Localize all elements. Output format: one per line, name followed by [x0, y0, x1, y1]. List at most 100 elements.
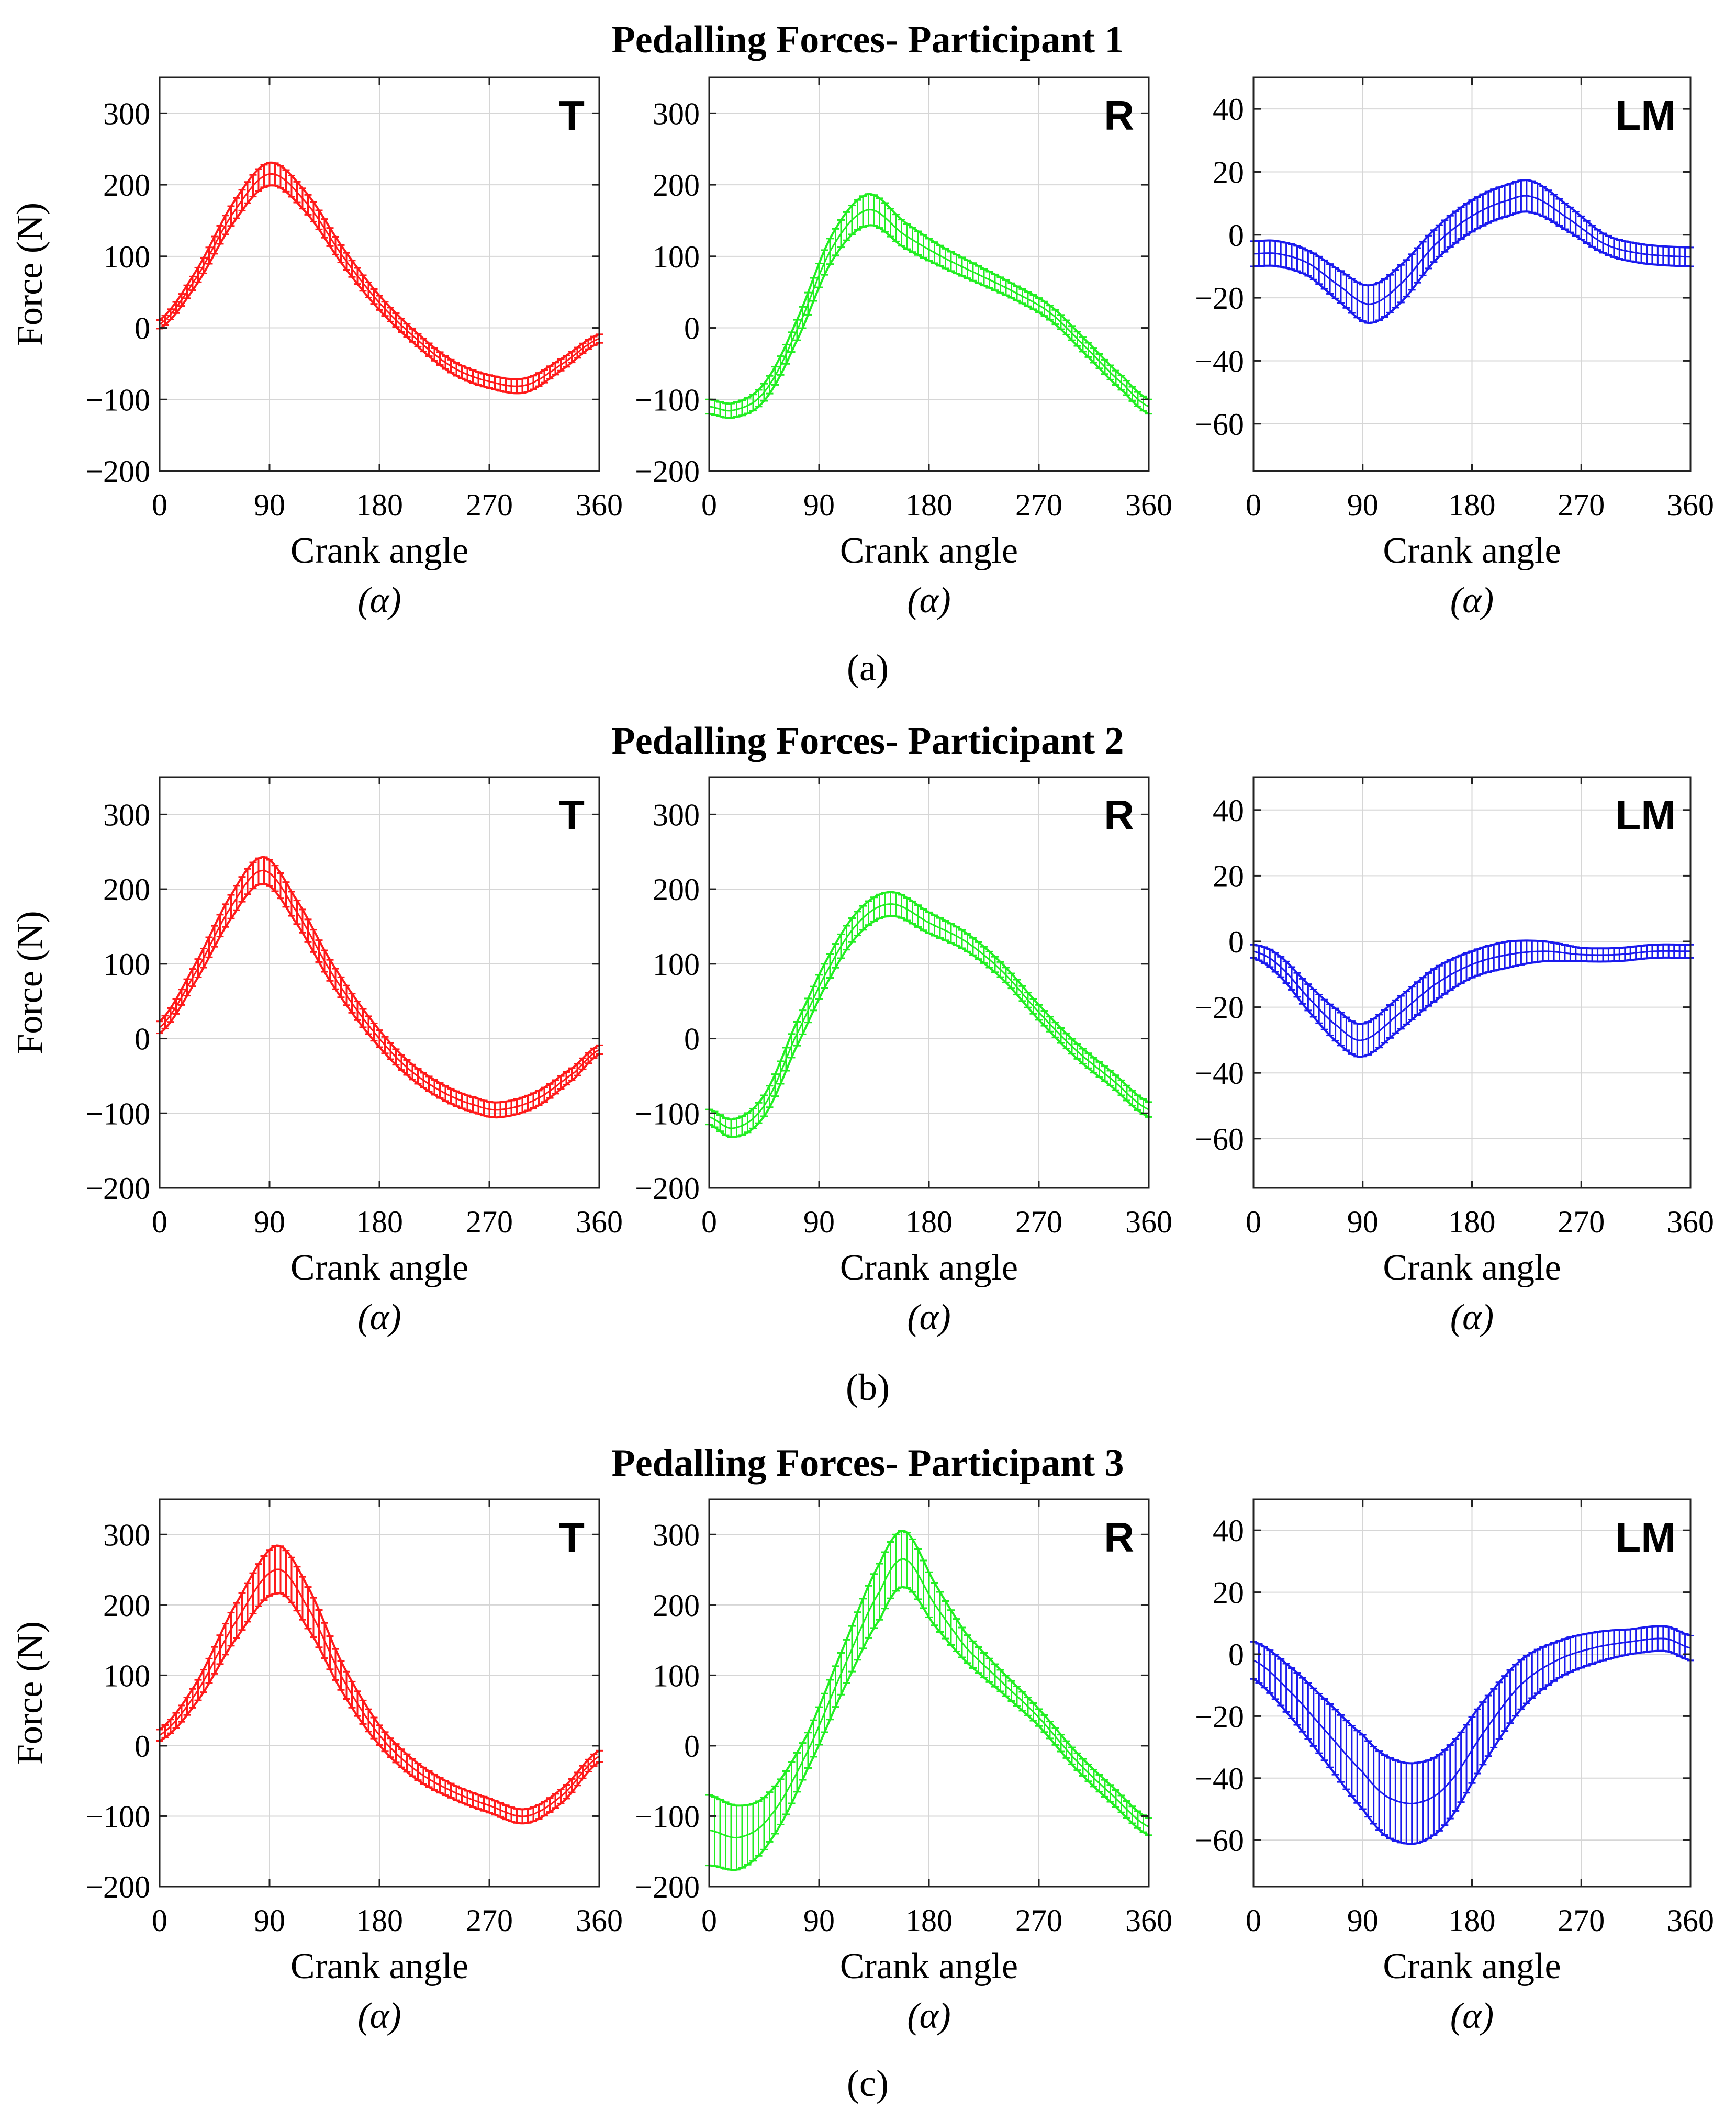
y-tick-label: 300: [653, 1518, 700, 1552]
upper-bound-line: [159, 856, 600, 1104]
y-tick-label: −20: [1195, 991, 1244, 1025]
mean-line: [709, 209, 1149, 412]
lower-bound-line: [159, 882, 600, 1119]
x-tick-label: 0: [1246, 488, 1261, 522]
figure-caption: (b): [846, 1366, 890, 1408]
mean-line: [1253, 1637, 1691, 1804]
x-tick-label: 90: [803, 1205, 835, 1239]
y-tick-label: −100: [635, 1096, 700, 1131]
y-tick-label: −60: [1195, 1823, 1244, 1858]
y-tick-label: 100: [103, 947, 150, 982]
y-tick-label: 40: [1213, 92, 1244, 127]
y-tick-label: −20: [1195, 281, 1244, 316]
x-tick-label: 360: [576, 1903, 623, 1938]
x-axis-sublabel: (α): [907, 1996, 950, 2036]
y-tick-label: 0: [1228, 218, 1244, 253]
y-tick-label: −20: [1195, 1699, 1244, 1734]
chart-title: Pedalling Forces- Participant 1: [612, 18, 1124, 61]
x-tick-label: 0: [701, 1205, 717, 1239]
y-tick-label: 200: [103, 872, 150, 907]
x-tick-label: 0: [152, 1205, 167, 1239]
panel-r: 0 90 180 270 360 −200 −100 0 100 200 300 Crank angl…: [635, 76, 1172, 621]
upper-bound-line: [1253, 939, 1690, 1025]
lower-bound-line: [159, 184, 600, 395]
x-axis-sublabel: (α): [357, 580, 401, 621]
panel-tag: R: [1104, 1514, 1134, 1561]
y-tick-label: 0: [135, 1729, 150, 1764]
lower-bound-line: [1253, 956, 1690, 1058]
x-axis-sublabel: (α): [1450, 1996, 1494, 2036]
x-axis-label: Crank angle: [840, 1946, 1018, 1987]
figure-caption: (c): [847, 2062, 889, 2104]
panel-tag: LM: [1615, 792, 1676, 838]
x-tick-label: 270: [1015, 1903, 1062, 1938]
x-tick-label: 180: [1449, 1205, 1496, 1239]
x-axis-sublabel: (α): [1450, 580, 1494, 621]
x-tick-label: 90: [1347, 1205, 1379, 1239]
x-tick-label: 90: [1347, 1903, 1379, 1938]
y-tick-label: 200: [103, 168, 150, 203]
x-tick-label: 0: [152, 1903, 167, 1938]
y-tick-label: −200: [635, 1171, 700, 1206]
x-tick-label: 0: [152, 488, 167, 522]
x-axis-label: Crank angle: [1383, 1248, 1561, 1288]
mean-line: [1253, 195, 1691, 305]
participant-3-figure: Pedalling Forces- Participant 3 (c) 0 90 180…: [10, 1442, 1714, 2104]
mean-line: [709, 903, 1149, 1129]
y-tick-label: 300: [103, 798, 150, 832]
y-tick-label: −40: [1195, 1761, 1244, 1796]
y-tick-label: −40: [1195, 1056, 1244, 1091]
x-axis-label: Crank angle: [290, 1248, 468, 1288]
upper-bound-line: [1253, 178, 1691, 287]
x-tick-label: 270: [1558, 1205, 1605, 1239]
lower-bound-line: [709, 224, 1149, 419]
x-tick-label: 270: [1015, 1205, 1062, 1239]
y-axis-label: Force (N): [10, 1621, 50, 1765]
y-tick-label: 0: [1228, 1637, 1244, 1672]
x-tick-label: 180: [356, 1205, 403, 1239]
y-tick-label: 20: [1213, 155, 1244, 189]
y-tick-label: −100: [85, 1799, 150, 1834]
lower-bound-line: [709, 1586, 1149, 1871]
y-tick-label: 200: [653, 1588, 700, 1623]
x-tick-label: 360: [1125, 1205, 1172, 1239]
y-tick-label: −100: [635, 383, 700, 417]
y-tick-label: 300: [653, 798, 700, 832]
lower-bound-line: [1253, 210, 1691, 324]
x-tick-label: 90: [254, 488, 285, 522]
x-tick-label: 270: [466, 488, 513, 522]
x-tick-label: 180: [356, 1903, 403, 1938]
x-axis-sublabel: (α): [357, 1297, 401, 1338]
x-tick-label: 270: [466, 1205, 513, 1239]
y-tick-label: −60: [1195, 1122, 1244, 1157]
lower-bound-line: [709, 915, 1149, 1139]
x-tick-label: 180: [905, 1903, 953, 1938]
upper-bound-line: [159, 1544, 600, 1811]
y-tick-label: −200: [85, 1870, 150, 1904]
x-tick-label: 360: [576, 1205, 623, 1239]
x-tick-label: 90: [254, 1205, 285, 1239]
y-tick-label: −100: [85, 1096, 150, 1131]
x-tick-label: 270: [1558, 488, 1605, 522]
panel-tag: R: [1104, 92, 1134, 139]
y-tick-label: 300: [103, 1518, 150, 1552]
mean-line: [709, 1558, 1149, 1839]
x-tick-label: 360: [1125, 1903, 1172, 1938]
x-tick-label: 180: [1449, 488, 1496, 522]
upper-bound-line: [709, 1530, 1149, 1820]
panel-t: 0 90 180 270 360 −200 −100 0 100 200 300 Crank angl…: [10, 76, 623, 621]
y-tick-label: 0: [135, 1022, 150, 1057]
y-axis-label: Force (N): [10, 911, 50, 1054]
x-axis-sublabel: (α): [357, 1996, 401, 2036]
mean-line: [159, 1568, 600, 1817]
participant-1-figure: Pedalling Forces- Participant 1 (a) 0 90 180…: [10, 18, 1714, 689]
upper-bound-line: [709, 891, 1149, 1121]
y-tick-label: 200: [103, 1588, 150, 1623]
x-tick-label: 180: [905, 488, 953, 522]
x-tick-label: 0: [701, 488, 717, 522]
x-tick-label: 90: [254, 1903, 285, 1938]
y-tick-label: −200: [85, 454, 150, 489]
panel-tag: T: [559, 1514, 585, 1561]
mean-line: [159, 869, 600, 1111]
